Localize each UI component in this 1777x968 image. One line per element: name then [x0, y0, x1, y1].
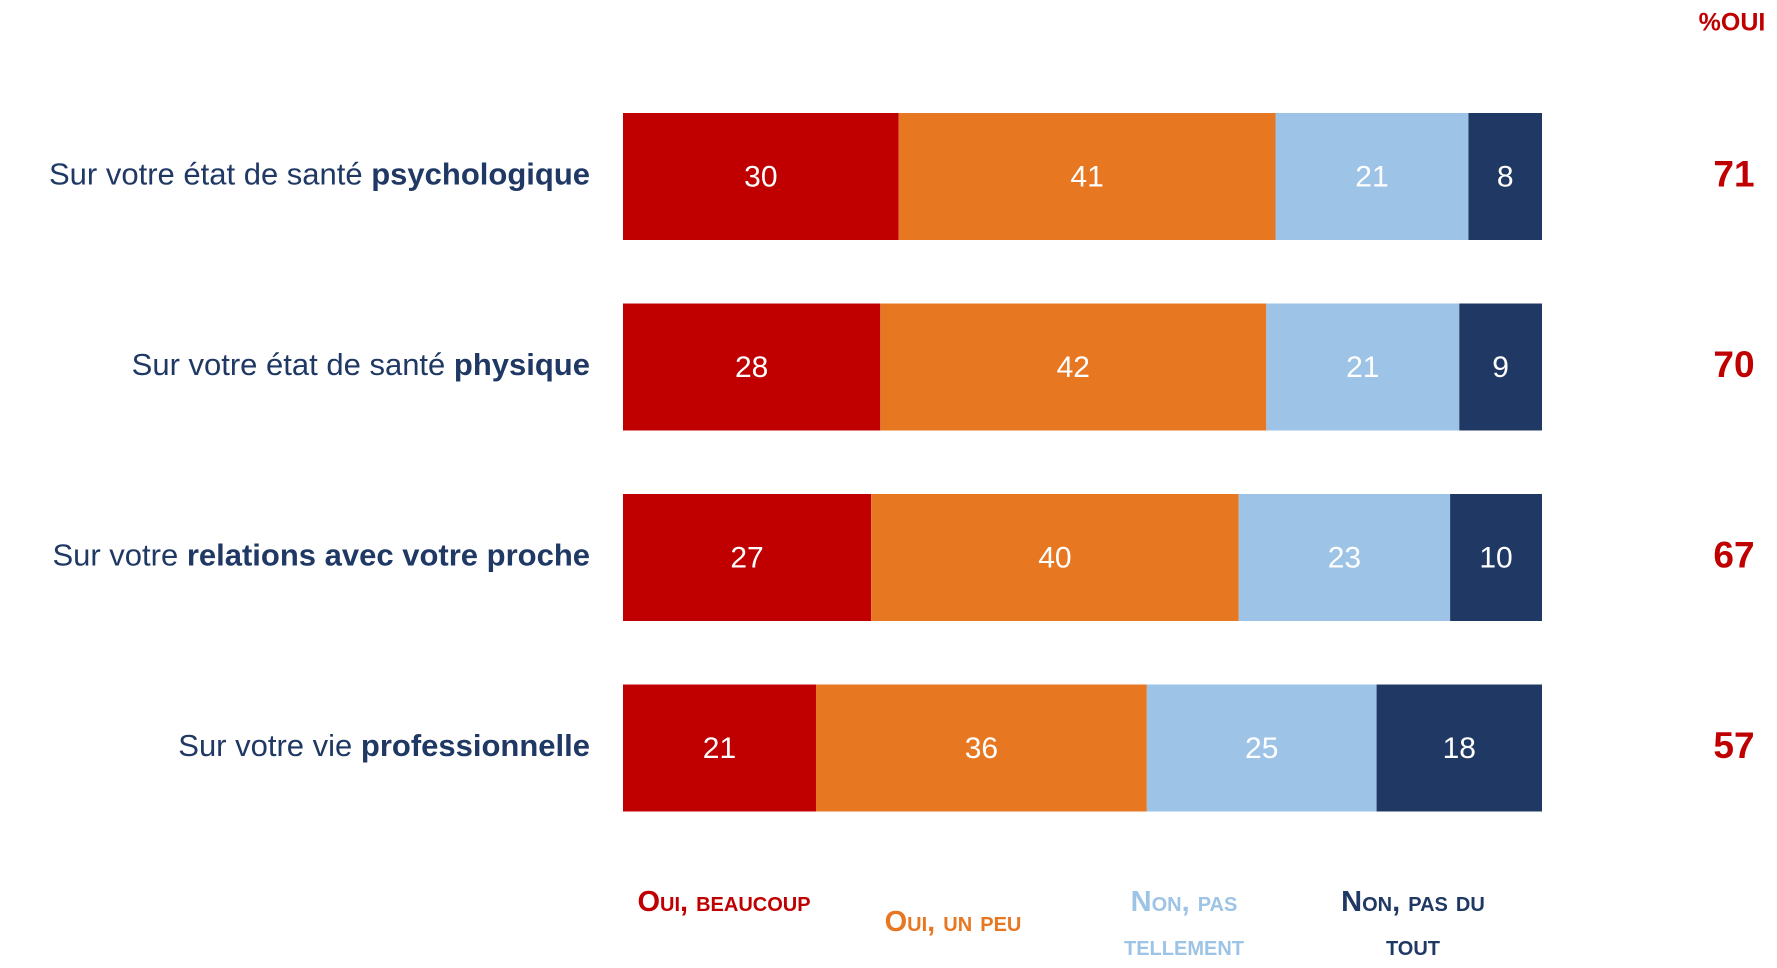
value-label: 21: [1355, 160, 1388, 193]
bar-segment: [1146, 684, 1377, 812]
bar-segment: [1468, 113, 1542, 240]
legend-entry: Non, pas du tout: [1341, 886, 1485, 962]
bar-segment: [880, 303, 1267, 431]
value-label: 28: [735, 351, 768, 384]
legend-entry: Non, pas tellement: [1124, 886, 1244, 962]
value-label: 42: [1057, 351, 1090, 384]
legend-entry: Oui, beaucoup: [637, 886, 811, 918]
bar-segment: [1266, 303, 1460, 431]
category-label-part: Sur votre état de santé: [132, 347, 454, 382]
value-label: 40: [1038, 541, 1071, 574]
total-value: 70: [1713, 344, 1754, 385]
value-label: 9: [1492, 351, 1509, 384]
value-label: 18: [1443, 732, 1476, 765]
bar-segment: [871, 494, 1239, 621]
total-value: 71: [1713, 153, 1754, 194]
bar-segment: [1376, 684, 1542, 812]
value-label: 41: [1070, 160, 1103, 193]
total-header: %OUI: [1699, 9, 1766, 37]
bar-segment: [623, 494, 872, 621]
value-label: 21: [703, 732, 736, 765]
category-label-part: Sur votre état de santé: [49, 157, 371, 192]
bar-segment: [623, 684, 816, 812]
bar-segment: [623, 303, 881, 431]
category-label-part: Sur votre: [52, 538, 186, 573]
bar-segment: [815, 684, 1147, 812]
total-value: 57: [1713, 725, 1754, 766]
category-label-part: professionnelle: [361, 728, 590, 763]
value-label: 27: [730, 541, 763, 574]
bar-segment: [1238, 494, 1451, 621]
total-value: 67: [1713, 534, 1754, 575]
category-label: Sur votre vie professionnelle: [178, 728, 590, 763]
value-label: 25: [1245, 732, 1278, 765]
category-label: Sur votre relations avec votre proche: [52, 538, 590, 573]
value-label: 23: [1328, 541, 1361, 574]
category-label: Sur votre état de santé physique: [132, 347, 590, 382]
bar-segment: [1459, 303, 1542, 431]
bar-segment: [1275, 113, 1469, 240]
category-label-part: relations avec votre proche: [187, 538, 590, 573]
value-label: 8: [1497, 160, 1514, 193]
value-label: 21: [1346, 351, 1379, 384]
value-label: 10: [1479, 541, 1512, 574]
legend-entry: Oui, un peu: [884, 906, 1022, 938]
category-label: Sur votre état de santé psychologique: [49, 157, 590, 192]
value-label: 30: [744, 160, 777, 193]
category-label-part: Sur votre vie: [178, 728, 361, 763]
bar-segment: [1450, 494, 1542, 621]
bar-segment: [898, 113, 1276, 240]
category-label-part: psychologique: [371, 157, 590, 192]
value-label: 36: [965, 732, 998, 765]
bar-segment: [623, 113, 899, 240]
category-label-part: physique: [454, 347, 590, 382]
